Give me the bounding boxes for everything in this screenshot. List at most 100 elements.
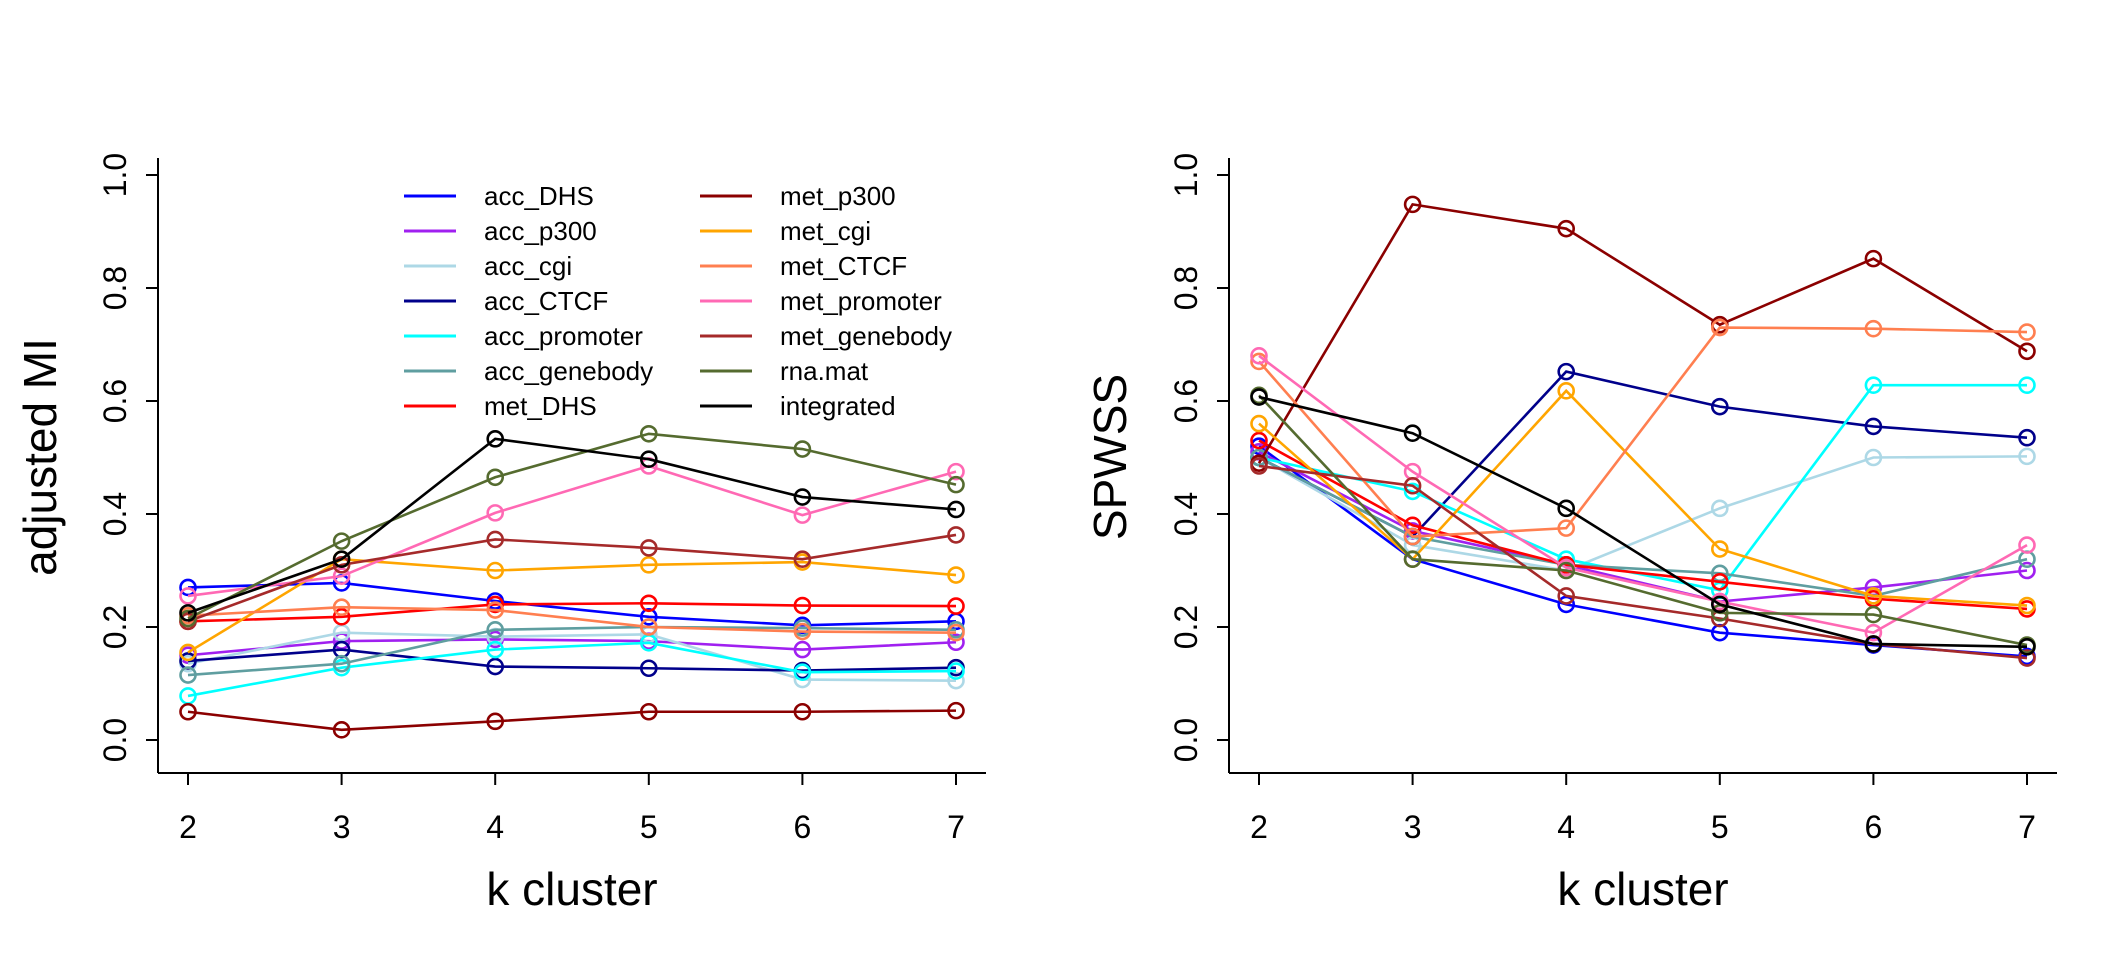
series-line [1258, 455, 2028, 572]
series-line [187, 533, 957, 623]
legend-item: met_promoter [700, 286, 942, 316]
y-axis-title: SPWSS [1084, 374, 1136, 540]
data-point [947, 701, 965, 720]
data-point [947, 475, 965, 494]
data-point [1864, 376, 1883, 394]
data-point [1557, 519, 1575, 537]
x-tick-label: 2 [1250, 809, 1268, 845]
data-point [1250, 414, 1268, 433]
series-line [1258, 395, 2028, 649]
data-point [332, 608, 351, 626]
series-rna.mat [179, 424, 965, 628]
data-point [947, 526, 965, 544]
data-point [486, 657, 505, 676]
data-point [947, 597, 965, 615]
data-point [1557, 499, 1575, 518]
x-axis-title: k cluster [1557, 863, 1728, 915]
data-point [1403, 516, 1422, 535]
x-tick-label: 5 [640, 809, 658, 845]
data-point [332, 532, 351, 550]
data-point [1557, 587, 1575, 605]
data-point [793, 488, 812, 506]
data-point [793, 622, 812, 641]
data-point [639, 659, 658, 678]
data-point [1711, 397, 1729, 416]
legend-item: met_CTCF [700, 251, 907, 281]
legend-label: acc_CTCF [484, 286, 608, 316]
series-line [1258, 456, 2028, 598]
legend-item: acc_p300 [404, 216, 597, 246]
legend-label: met_promoter [780, 286, 942, 316]
series-line [187, 648, 957, 672]
data-point [947, 566, 965, 584]
data-point [1711, 595, 1729, 614]
legend-item: acc_promoter [404, 321, 643, 351]
series-line-9 [1250, 382, 2036, 615]
legend-label: met_cgi [780, 216, 871, 246]
series-line [1258, 439, 2028, 611]
data-point [2018, 376, 2036, 394]
data-point [179, 702, 197, 721]
legend-label: acc_cgi [484, 251, 572, 281]
data-point [1250, 388, 1268, 406]
y-tick-label: 0.6 [1168, 379, 1204, 423]
series-line [1258, 383, 2027, 592]
y-tick-label: 0.8 [1168, 266, 1204, 310]
data-point [1711, 318, 1729, 337]
data-point [1711, 540, 1729, 558]
x-tick-label: 7 [2018, 809, 2036, 845]
y-tick-label: 0.8 [97, 266, 133, 310]
series-line [1258, 464, 2028, 660]
data-point [2018, 428, 2036, 447]
data-point [947, 500, 965, 519]
series-line [1258, 450, 2028, 603]
data-point [1864, 605, 1883, 624]
legend-label: met_DHS [484, 391, 597, 421]
legend-item: met_cgi [700, 216, 871, 246]
legend: acc_DHS acc_p300 acc_cgi acc_CTCF acc_promot… [404, 181, 952, 421]
data-point [2018, 536, 2036, 554]
data-point [1403, 424, 1422, 443]
y-tick-label: 0.2 [1168, 605, 1204, 649]
data-point [1250, 437, 1268, 456]
data-point [332, 598, 351, 617]
series-line [1258, 388, 2028, 607]
series-line [187, 432, 957, 620]
data-point [1250, 431, 1268, 450]
data-point [639, 608, 658, 626]
data-point [332, 567, 351, 585]
chart-panel-2: 2 3 4 5 6 7 0.0 0.2 0.4 0.6 0.8 1.0 k cluster SPWSS [1084, 153, 2057, 915]
data-point [2018, 447, 2036, 466]
data-point [332, 654, 351, 673]
legend-item: met_DHS [404, 391, 597, 421]
y-tick-label: 1.0 [97, 153, 133, 197]
data-point [1864, 448, 1883, 467]
series-line [187, 641, 957, 698]
x-tick-label: 4 [486, 809, 504, 845]
legend-label: met_p300 [780, 181, 896, 211]
series-integrated [179, 430, 965, 622]
legend-item: acc_CTCF [404, 286, 608, 316]
data-point [1250, 457, 1268, 475]
x-tick-label: 4 [1557, 809, 1575, 845]
data-point [2018, 637, 2036, 656]
y-tick-label: 1.0 [1168, 153, 1204, 197]
data-point [2018, 596, 2036, 615]
series-line-4 [1250, 362, 2036, 546]
data-point [332, 556, 351, 574]
data-point [486, 468, 505, 487]
y-tick-label: 0.4 [1168, 492, 1204, 536]
data-point [179, 643, 197, 662]
data-point [1557, 362, 1575, 381]
series-acc_cgi [179, 623, 965, 690]
y-axis-title: adjusted MI [14, 338, 66, 576]
series-line [1258, 445, 2028, 658]
data-point [1557, 219, 1575, 238]
series-line-11 [1250, 346, 2036, 642]
series-line [187, 464, 957, 598]
legend-item: integrated [700, 391, 896, 421]
y-tick-label: 0.6 [97, 379, 133, 423]
data-point [1864, 587, 1883, 605]
data-point [1864, 249, 1883, 268]
data-point [793, 596, 812, 615]
